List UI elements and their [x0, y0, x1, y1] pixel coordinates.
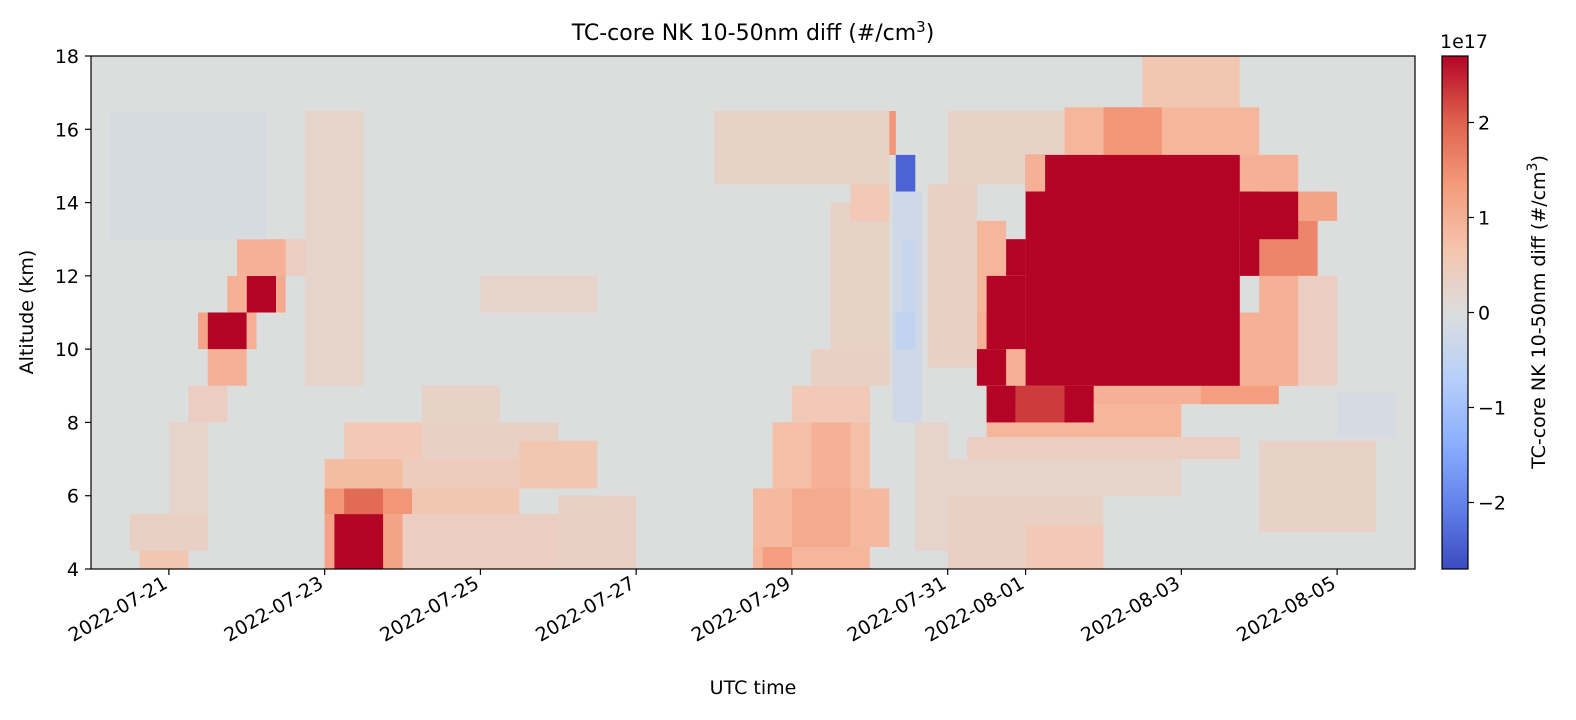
- colorbar-tick-label: 0: [1478, 303, 1490, 325]
- heatmap-cell: [850, 184, 890, 221]
- x-tick-label: 2022-07-23: [221, 572, 328, 646]
- heatmap-cell: [139, 550, 189, 569]
- heatmap-cell: [1064, 385, 1094, 423]
- y-tick-label: 10: [55, 339, 79, 361]
- x-tick-label: 2022-08-03: [1077, 572, 1184, 646]
- heatmap-cell: [558, 495, 637, 569]
- heatmap-cell: [207, 349, 247, 386]
- y-tick-label: 12: [55, 266, 79, 288]
- heatmap-cell: [305, 111, 364, 386]
- x-tick-label: 2022-07-21: [65, 572, 172, 646]
- heatmap-cell: [246, 275, 276, 313]
- heatmap-cell: [227, 275, 247, 313]
- x-tick-label: 2022-07-27: [532, 572, 639, 646]
- y-tick-label: 16: [55, 119, 79, 141]
- heatmap-cell: [1298, 191, 1338, 221]
- heatmap-cell: [198, 312, 208, 350]
- heatmap-cell: [986, 312, 1026, 350]
- y-tick-label: 14: [55, 193, 79, 215]
- heatmap-cell: [714, 111, 890, 185]
- heatmap-cell: [976, 349, 1007, 386]
- x-tick-label: 2022-07-29: [688, 572, 795, 646]
- heatmap-cell: [947, 459, 1182, 496]
- heatmap-cell: [1200, 385, 1279, 405]
- chart-title: TC-core NK 10-50nm diff (#/cm3): [571, 18, 935, 46]
- heatmap-cell: [412, 488, 520, 515]
- heatmap-cell: [830, 202, 890, 350]
- heatmap-cell: [915, 422, 948, 551]
- heatmap-cell: [986, 385, 1016, 423]
- heatmap-cell: [762, 547, 792, 569]
- heatmap-cell: [110, 111, 267, 240]
- heatmap-cell: [519, 440, 598, 489]
- heatmap-cell: [1259, 440, 1376, 533]
- colorbar: 2 1 0 −1 −2 1e17 TC-core NK 10-50nm diff (#/…: [1440, 31, 1550, 570]
- heatmap-cell: [895, 312, 916, 350]
- heatmap-cell: [902, 239, 916, 313]
- chart-title-superscript: 3: [916, 18, 926, 36]
- heatmap-cell: [811, 422, 851, 489]
- heatmap-cell: [188, 385, 228, 423]
- colorbar-tick-label: −2: [1478, 493, 1506, 515]
- heatmap-cell: [791, 488, 851, 547]
- colorbar-label: TC-core NK 10-50nm diff (#/cm3): [1525, 155, 1550, 470]
- heatmap-cell: [1142, 56, 1240, 108]
- colorbar-label-superscript: 3: [1525, 163, 1541, 172]
- heatmap-cell: [1239, 312, 1299, 386]
- y-tick-label: 6: [67, 486, 79, 508]
- heatmap-cell: [1298, 275, 1338, 386]
- heatmap-cell: [967, 437, 1240, 460]
- heatmap-cell: [246, 312, 257, 350]
- heatmap-cell: [889, 111, 896, 155]
- colorbar-tick-label: 2: [1478, 113, 1490, 135]
- colorbar-gradient: [1441, 55, 1469, 570]
- heatmap-cell: [207, 312, 247, 350]
- heatmap-cell: [402, 514, 559, 569]
- heatmap-cell: [344, 422, 422, 459]
- x-axis-label: UTC time: [710, 677, 797, 699]
- heatmap-cell: [811, 349, 890, 386]
- heatmap-cell: [1025, 154, 1240, 386]
- heatmap-cell: [237, 239, 286, 276]
- colorbar-exponent: 1e17: [1440, 31, 1488, 53]
- heatmap-cell: [129, 514, 208, 551]
- heatmap-cell: [1025, 525, 1104, 569]
- y-tick-label: 4: [67, 559, 79, 581]
- heatmap-cell: [1103, 107, 1162, 155]
- y-tick-label: 18: [55, 46, 79, 68]
- heatmap-cell: [168, 422, 208, 514]
- y-tick-label: 8: [67, 412, 79, 434]
- heatmap-cell: [1006, 239, 1026, 276]
- y-axis-label: Altitude (km): [16, 250, 38, 375]
- heatmap-cells: [110, 56, 1396, 569]
- heatmap-cell: [344, 488, 383, 515]
- heatmap-cell: [791, 385, 870, 423]
- plot-area: [90, 55, 1416, 570]
- colorbar-ticks: 2 1 0 −1 −2: [1468, 113, 1506, 515]
- colorbar-tick-label: −1: [1478, 398, 1506, 420]
- heatmap-cell: [276, 275, 286, 313]
- heatmap-cell: [1239, 191, 1299, 240]
- colorbar-tick-label: 1: [1478, 208, 1490, 230]
- heatmap-cell: [986, 275, 1026, 313]
- y-axis: 4 6 8 10 12 14 16 18: [55, 46, 91, 581]
- x-tick-label: 2022-08-05: [1233, 572, 1340, 646]
- heatmap-cell: [480, 275, 598, 313]
- heatmap-cell: [1025, 154, 1046, 192]
- x-axis: 2022-07-21 2022-07-23 2022-07-25 2022-07-27…: [65, 569, 1340, 647]
- heatmap-cell: [334, 514, 384, 569]
- plot-frame: [90, 55, 1416, 570]
- heatmap-cell: [1337, 393, 1396, 438]
- heatmap-cell: [324, 459, 403, 489]
- heatmap-cell: [895, 154, 916, 192]
- heatmap-cell: [422, 385, 500, 423]
- heatmap-cell: [928, 184, 977, 368]
- x-tick-label: 2022-07-25: [376, 572, 483, 646]
